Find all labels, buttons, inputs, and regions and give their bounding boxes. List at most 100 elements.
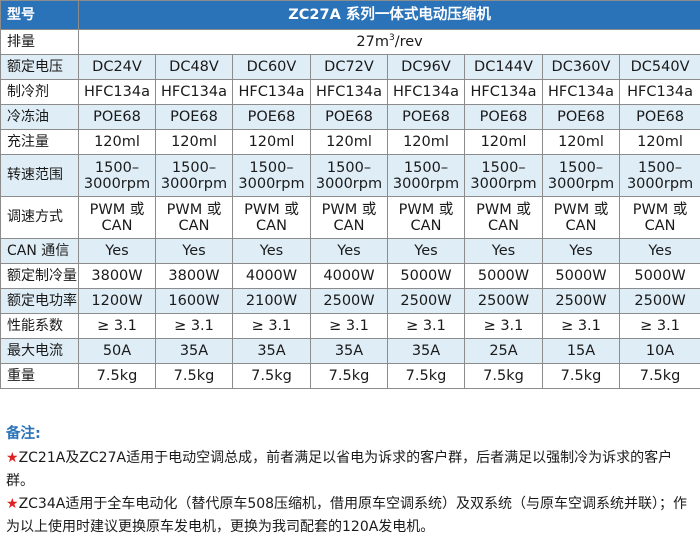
displacement-value: 27m3/rev bbox=[77, 29, 700, 55]
row-label: 排量 bbox=[0, 29, 79, 55]
table-cell: DC540V bbox=[618, 54, 700, 80]
table-cell: Yes bbox=[78, 238, 156, 264]
table-cell: 3800W bbox=[155, 263, 233, 289]
table-cell: PWM 或 CAN bbox=[464, 196, 543, 239]
table-cell: DC96V bbox=[387, 54, 465, 80]
cell-line: 3000rpm bbox=[470, 175, 537, 192]
table-cell: 35A bbox=[310, 338, 388, 364]
table-cell: 120ml bbox=[464, 129, 543, 155]
cell-line: PWM 或 bbox=[398, 201, 454, 218]
table-cell: 120ml bbox=[310, 129, 388, 155]
cell-line: 3000rpm bbox=[626, 175, 694, 192]
notes-section: 备注: ★ZC21A及ZC27A适用于电动空调总成，前者满足以省电为诉求的客户群… bbox=[6, 423, 696, 539]
table-cell: DC48V bbox=[155, 54, 233, 80]
cell-line: 3000rpm bbox=[315, 175, 383, 192]
cell-line: CAN bbox=[410, 217, 442, 234]
table-cell: DC144V bbox=[464, 54, 543, 80]
table-cell: 1500– 3000rpm bbox=[310, 154, 388, 197]
table-cell: POE68 bbox=[618, 104, 700, 130]
cell-line: 3000rpm bbox=[547, 175, 615, 192]
table-cell: PWM 或 CAN bbox=[310, 196, 388, 239]
table-cell: HFC134a bbox=[232, 79, 311, 105]
cell-line: 3000rpm bbox=[392, 175, 460, 192]
table-cell: PWM 或 CAN bbox=[387, 196, 465, 239]
cell-line: CAN bbox=[333, 217, 365, 234]
table-cell: Yes bbox=[618, 238, 700, 264]
table-cell: DC72V bbox=[310, 54, 388, 80]
table-cell: HFC134a bbox=[155, 79, 233, 105]
row-label: 额定电压 bbox=[0, 54, 79, 80]
table-row: 额定电压 DC24V DC48V DC60V DC72V DC96V DC144V DC360… bbox=[0, 54, 700, 80]
table-cell: PWM 或 CAN bbox=[232, 196, 311, 239]
table-cell: ≥ 3.1 bbox=[310, 313, 388, 339]
table-row: 额定电功率 1200W 1600W 2100W 2500W 2500W 2500W 2500W… bbox=[0, 288, 700, 314]
table-cell: 2500W bbox=[310, 288, 388, 314]
table-cell: 5000W bbox=[618, 263, 700, 289]
cell-line: CAN bbox=[488, 217, 519, 234]
table-cell: HFC134a bbox=[464, 79, 543, 105]
table-cell: 7.5kg bbox=[232, 363, 311, 389]
table-cell: HFC134a bbox=[387, 79, 465, 105]
table-row: 额定制冷量 3800W 3800W 4000W 4000W 5000W 5000W 5000W… bbox=[0, 263, 700, 289]
table-row: 最大电流 50A 35A 35A 35A 35A 25A 15A 10A bbox=[0, 338, 700, 364]
table-cell: POE68 bbox=[387, 104, 465, 130]
cell-line: 1500– bbox=[94, 159, 140, 176]
table-cell: DC24V bbox=[78, 54, 156, 80]
table-cell: POE68 bbox=[232, 104, 311, 130]
table-cell: 2100W bbox=[232, 288, 311, 314]
table-cell: 2500W bbox=[387, 288, 465, 314]
cell-line: PWM 或 bbox=[89, 201, 145, 218]
table-cell: 7.5kg bbox=[618, 363, 700, 389]
table-cell: 120ml bbox=[78, 129, 156, 155]
row-label: 制冷剂 bbox=[0, 79, 79, 105]
table-cell: 7.5kg bbox=[542, 363, 620, 389]
table-row: 制冷剂 HFC134a HFC134a HFC134a HFC134a HFC134a HF… bbox=[0, 79, 700, 105]
cell-line: 3000rpm bbox=[83, 175, 151, 192]
table-row: 充注量 120ml 120ml 120ml 120ml 120ml 120ml 120ml 12… bbox=[0, 129, 700, 155]
table-cell: 2500W bbox=[542, 288, 620, 314]
series-title: ZC27A 系列一体式电动压缩机 bbox=[77, 0, 700, 30]
table-row: 转速范围 1500– 3000rpm 1500– 3000rpm 1500– 3000rpm… bbox=[0, 154, 700, 197]
table-cell: PWM 或 CAN bbox=[155, 196, 233, 239]
note-item: ★ZC21A及ZC27A适用于电动空调总成，前者满足以省电为诉求的客户群，后者满… bbox=[6, 450, 673, 489]
cell-line: 1500– bbox=[637, 159, 683, 176]
row-label: 性能系数 bbox=[0, 313, 79, 339]
table-cell: Yes bbox=[155, 238, 233, 264]
table-cell: 7.5kg bbox=[78, 363, 156, 389]
table-cell: Yes bbox=[232, 238, 311, 264]
cell-line: PWM 或 bbox=[553, 201, 609, 218]
table-cell: Yes bbox=[387, 238, 465, 264]
table-cell: 2500W bbox=[618, 288, 700, 314]
table-cell: DC60V bbox=[232, 54, 311, 80]
cell-line: 1500– bbox=[481, 159, 526, 176]
row-label: 冷冻油 bbox=[0, 104, 79, 130]
cell-line: 3000rpm bbox=[160, 175, 228, 192]
table-cell: 4000W bbox=[232, 263, 311, 289]
table-cell: PWM 或 CAN bbox=[78, 196, 156, 239]
table-cell: Yes bbox=[310, 238, 388, 264]
displacement-row: 排量 27m3/rev bbox=[0, 29, 700, 55]
row-label: 调速方式 bbox=[0, 196, 79, 239]
table-cell: 35A bbox=[232, 338, 311, 364]
table-cell: 35A bbox=[387, 338, 465, 364]
table-cell: 3800W bbox=[78, 263, 156, 289]
table-cell: 7.5kg bbox=[155, 363, 233, 389]
row-label: 最大电流 bbox=[0, 338, 79, 364]
table-cell: 25A bbox=[464, 338, 543, 364]
table-cell: HFC134a bbox=[78, 79, 156, 105]
table-cell: ≥ 3.1 bbox=[232, 313, 311, 339]
table-row: CAN 通信 Yes Yes Yes Yes Yes Yes Yes Yes bbox=[0, 238, 700, 264]
cell-line: CAN bbox=[644, 217, 676, 234]
cell-line: 1500– bbox=[249, 159, 294, 176]
row-label: 充注量 bbox=[0, 129, 79, 155]
table-cell: PWM 或 CAN bbox=[618, 196, 700, 239]
table-cell: 1500– 3000rpm bbox=[232, 154, 311, 197]
table-cell: DC360V bbox=[542, 54, 620, 80]
cell-line: 1500– bbox=[171, 159, 217, 176]
table-cell: 120ml bbox=[618, 129, 700, 155]
table-cell: POE68 bbox=[542, 104, 620, 130]
star-icon: ★ bbox=[6, 496, 19, 512]
table-cell: ≥ 3.1 bbox=[155, 313, 233, 339]
cell-line: CAN bbox=[178, 217, 210, 234]
